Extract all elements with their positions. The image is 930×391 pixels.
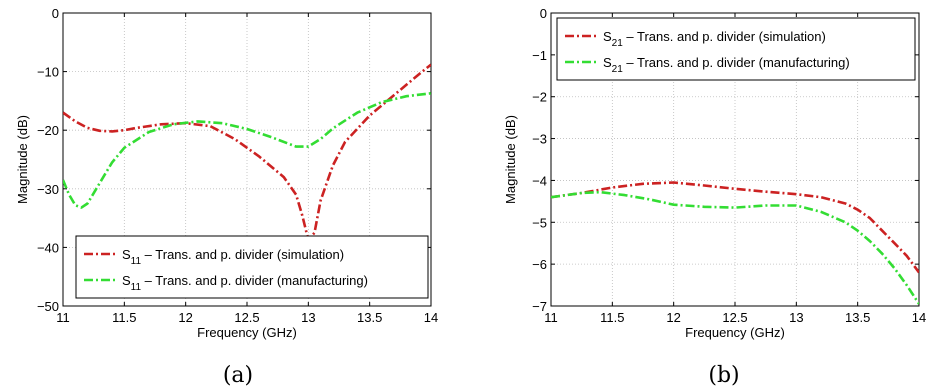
legend: S11 – Trans. and p. divider (simulation)…	[75, 235, 429, 299]
x-tick-label: 13	[301, 310, 315, 325]
y-tick-label: −2	[532, 90, 547, 105]
x-axis-label: Frequency (GHz)	[685, 325, 785, 340]
y-tick-label: −3	[532, 132, 547, 147]
chart-panel-a: 11 11.5 12 12.5 13 13.5 14 0 −10 −20 −30 −40 −50 Freq…	[15, 6, 438, 388]
x-tick-label: 13	[789, 310, 803, 325]
legend-box	[556, 17, 916, 81]
x-tick-label: 13.5	[845, 310, 870, 325]
legend-entry: S21 – Trans. and p. divider (manufacturi…	[603, 55, 850, 75]
figure-caption: (a)	[223, 363, 253, 388]
x-tick-label: 14	[424, 310, 438, 325]
y-tick-label: −20	[37, 123, 59, 138]
y-tick-label: −6	[532, 257, 547, 272]
x-tick-label: 12.5	[234, 310, 259, 325]
y-axis-label: Magnitude (dB)	[503, 115, 518, 204]
x-tick-label: 11.5	[112, 310, 136, 325]
y-tick-label: −10	[37, 65, 59, 80]
figure-caption: (b)	[708, 363, 739, 388]
legend-entry: S11 – Trans. and p. divider (simulation)	[122, 247, 344, 267]
chart-panel-b: 11 11.5 12 12.5 13 13.5 14 0 −1 −2 −3 −4 −5 −6 −7 Frequ…	[503, 6, 926, 388]
legend-entry: S21 – Trans. and p. divider (simulation)	[603, 29, 826, 49]
series-line-simulation	[551, 181, 919, 274]
y-tick-label: −50	[37, 299, 59, 314]
x-tick-label: 14	[912, 310, 926, 325]
x-tick-label: 12	[178, 310, 192, 325]
y-tick-label: 0	[540, 6, 547, 21]
x-tick-label: 13.5	[357, 310, 382, 325]
legend-entry: S11 – Trans. and p. divider (manufacturi…	[122, 273, 368, 293]
legend-box	[75, 235, 429, 299]
x-tick-label: 11	[56, 310, 70, 325]
y-tick-label: −5	[532, 215, 547, 230]
y-tick-label: −7	[532, 299, 547, 314]
y-tick-label: 0	[52, 6, 59, 21]
x-tick-label: 11	[544, 310, 558, 325]
series-line-simulation	[63, 63, 431, 242]
x-tick-label: 12	[666, 310, 680, 325]
y-tick-label: −30	[37, 182, 59, 197]
x-tick-label: 12.5	[722, 310, 747, 325]
y-tick-label: −40	[37, 240, 59, 255]
y-tick-label: −4	[532, 173, 547, 188]
legend: S21 – Trans. and p. divider (simulation)…	[556, 17, 916, 81]
y-tick-label: −1	[532, 48, 547, 63]
x-axis-label: Frequency (GHz)	[197, 325, 297, 340]
series-line-manufacturing	[551, 190, 919, 305]
x-tick-label: 11.5	[600, 310, 624, 325]
y-axis-label: Magnitude (dB)	[15, 115, 30, 204]
series-line-manufacturing	[63, 92, 431, 209]
